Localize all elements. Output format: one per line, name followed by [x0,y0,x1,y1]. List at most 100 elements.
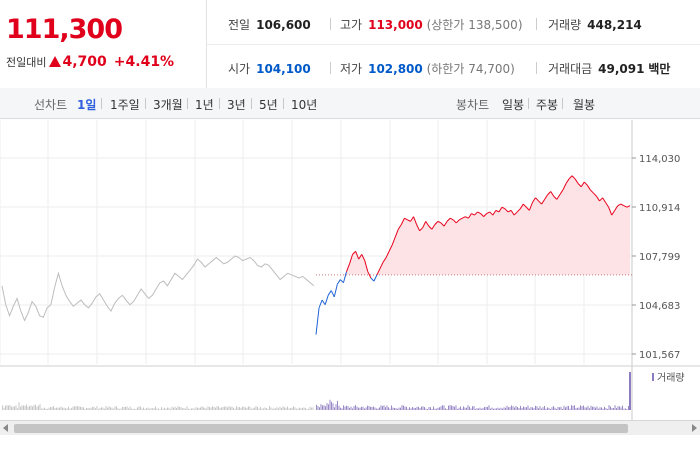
period-3y[interactable]: 3년 [227,98,246,112]
scroll-right-icon[interactable] [692,424,697,432]
volume-bar [272,408,273,410]
volume-bar [293,406,294,410]
today-line-segment [367,271,372,279]
high-label: 고가 [340,18,363,32]
volume-bar [349,407,350,410]
volume-bar [108,406,110,410]
prev-close-cell: 전일 106,600 [228,16,311,33]
volume-bar [218,406,219,410]
volume-bar [89,408,90,410]
volume-bar [158,408,159,410]
today-line-segment [446,217,451,222]
volume-bar [488,405,490,410]
volume-bar [608,405,610,410]
volume-bar [320,404,322,410]
volume-bar [602,408,604,410]
divider [251,98,252,109]
today-line-segment [596,195,600,202]
today-line-segment [352,250,356,255]
volume-panel: 거래량 [0,365,700,410]
volume-bar [581,406,583,410]
volume-bar [48,407,50,410]
volume-bar [616,408,617,410]
volume-bar [245,407,246,410]
volume-bar [460,406,461,410]
y-tick-label: 114,030 [639,154,680,165]
volume-bar [60,406,62,410]
volume-bar [361,406,362,410]
volume-bar [9,405,11,410]
volume-bar [464,407,466,410]
volume-bar [87,407,89,410]
scroll-thumb[interactable] [14,424,628,433]
volume-bar [478,408,479,410]
volume-bar [424,407,425,410]
volume-bar [599,407,601,410]
volume-bar [120,408,122,410]
volume-bar [611,408,613,410]
volume-bar [625,408,626,410]
volume-bar [138,406,140,410]
volume-bar [171,406,173,410]
volume-bar [436,408,437,410]
candle-weekly[interactable]: 주봉 [536,98,559,112]
prev-day-series [1,255,315,322]
volume-bar [316,404,317,410]
volume-bar [497,407,499,410]
amount-label: 거래대금 [548,62,593,76]
today-line-segment [599,197,603,202]
volume-bar [433,406,434,410]
volume-bar [325,406,326,410]
low-cell: 저가 102,800 (하한가 74,700) [340,60,515,77]
period-10y[interactable]: 10년 [291,98,318,112]
volume-bar [452,405,454,410]
volume-bar [51,407,53,410]
volume-bar [445,408,446,410]
volume-bar [207,406,209,410]
candle-monthly[interactable]: 월봉 [573,98,596,112]
volume-bar [254,407,255,410]
volume-bar [415,408,416,410]
today-line-segment [419,227,424,232]
scroll-left-icon[interactable] [3,424,8,432]
volume-bar [39,404,41,410]
volume-bar [192,408,194,410]
volume-bar [341,408,343,410]
volume-bar [153,408,155,410]
today-line-segment [556,194,561,200]
chart-scrollbar[interactable] [0,420,700,435]
candle-daily[interactable]: 일봉 [502,98,525,112]
today-line-segment [593,192,597,197]
volume-bar [206,408,207,410]
volume-bar [526,407,527,410]
period-5y[interactable]: 5년 [259,98,278,112]
volume-bar [161,407,162,410]
volume-bar [542,407,544,410]
volume-bar [397,408,398,410]
period-1d[interactable]: 1일 [77,98,97,112]
volume-bar [434,408,436,410]
today-line-segment [550,191,555,197]
period-1y[interactable]: 1년 [195,98,214,112]
today-line-segment [391,236,396,246]
volume-bar [246,407,248,410]
volume-bar [194,408,195,410]
divider [187,98,188,109]
volume-bar [533,408,535,410]
today-line-segment [431,224,436,230]
volume-bar [78,406,80,410]
volume-bar [276,407,278,410]
volume-bar [505,407,506,410]
volume-bar [225,406,227,410]
divider [528,98,529,109]
period-1w[interactable]: 1주일 [110,98,140,112]
volume-bar [291,407,293,410]
volume-bar [188,408,189,410]
period-3m[interactable]: 3개월 [153,98,183,112]
volume-bar [620,407,622,410]
y-axis: 114,030 110,914 107,799 104,683 101,567 [632,154,680,361]
volume-bar [282,406,284,410]
volume-bar [416,406,418,410]
divider [219,98,220,109]
volume-bar [24,405,26,410]
